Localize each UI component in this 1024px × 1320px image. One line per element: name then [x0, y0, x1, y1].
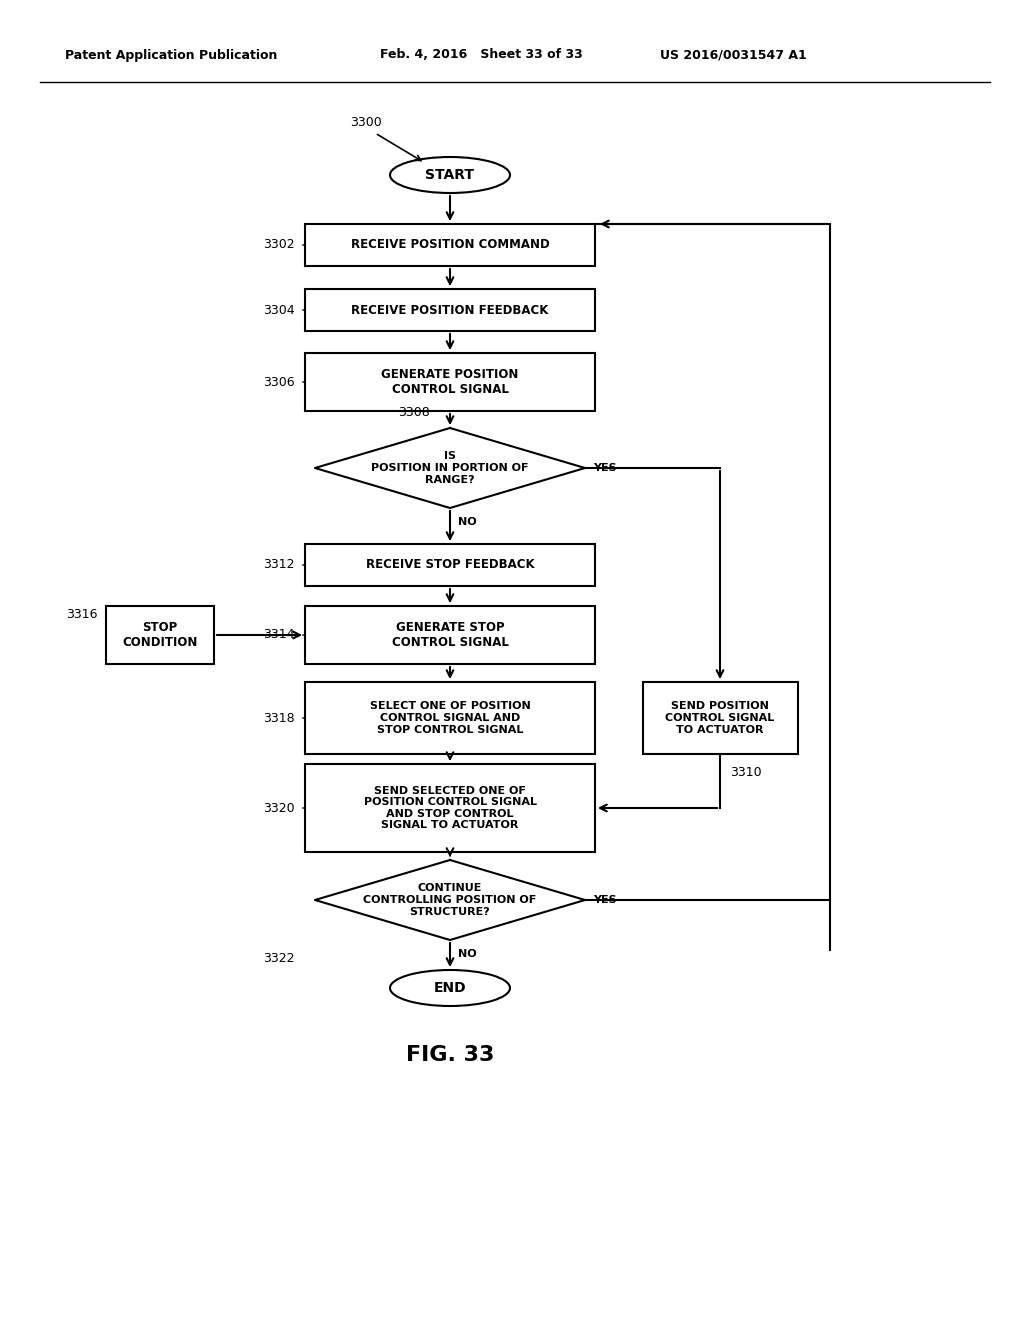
Text: Feb. 4, 2016   Sheet 33 of 33: Feb. 4, 2016 Sheet 33 of 33 [380, 49, 583, 62]
Bar [106, 606, 214, 664]
Ellipse shape [390, 157, 510, 193]
Text: CONTINUE
CONTROLLING POSITION OF
STRUCTURE?: CONTINUE CONTROLLING POSITION OF STRUCTU… [364, 883, 537, 916]
Ellipse shape [390, 970, 510, 1006]
Text: 3312: 3312 [263, 558, 295, 572]
Text: FIG. 33: FIG. 33 [406, 1045, 495, 1065]
Text: START: START [426, 168, 474, 182]
Text: 3322: 3322 [263, 952, 295, 965]
Bar [305, 289, 595, 331]
Text: 3320: 3320 [263, 801, 295, 814]
Text: YES: YES [593, 463, 616, 473]
Bar [305, 352, 595, 411]
Text: SEND POSITION
CONTROL SIGNAL
TO ACTUATOR: SEND POSITION CONTROL SIGNAL TO ACTUATOR [666, 701, 774, 735]
Text: NO: NO [458, 517, 476, 527]
Bar [305, 764, 595, 851]
Text: SELECT ONE OF POSITION
CONTROL SIGNAL AND
STOP CONTROL SIGNAL: SELECT ONE OF POSITION CONTROL SIGNAL AN… [370, 701, 530, 735]
Text: GENERATE POSITION
CONTROL SIGNAL: GENERATE POSITION CONTROL SIGNAL [381, 368, 519, 396]
Text: US 2016/0031547 A1: US 2016/0031547 A1 [660, 49, 807, 62]
Text: 3310: 3310 [730, 766, 762, 779]
Text: 3306: 3306 [263, 375, 295, 388]
Text: 3318: 3318 [263, 711, 295, 725]
Text: NO: NO [458, 949, 476, 960]
Text: RECEIVE STOP FEEDBACK: RECEIVE STOP FEEDBACK [366, 558, 535, 572]
Text: 3314: 3314 [263, 628, 295, 642]
Text: RECEIVE POSITION COMMAND: RECEIVE POSITION COMMAND [350, 239, 549, 252]
Bar [305, 224, 595, 267]
Text: Patent Application Publication: Patent Application Publication [65, 49, 278, 62]
Text: 3308: 3308 [398, 407, 430, 420]
Text: END: END [434, 981, 466, 995]
Text: 3304: 3304 [263, 304, 295, 317]
Bar [305, 682, 595, 754]
Text: YES: YES [593, 895, 616, 906]
Polygon shape [315, 861, 585, 940]
Text: 3300: 3300 [350, 116, 382, 129]
Bar [642, 682, 798, 754]
Text: GENERATE STOP
CONTROL SIGNAL: GENERATE STOP CONTROL SIGNAL [391, 620, 509, 649]
Polygon shape [315, 428, 585, 508]
Bar [305, 606, 595, 664]
Text: RECEIVE POSITION FEEDBACK: RECEIVE POSITION FEEDBACK [351, 304, 549, 317]
Text: 3316: 3316 [67, 609, 98, 622]
Text: SEND SELECTED ONE OF
POSITION CONTROL SIGNAL
AND STOP CONTROL
SIGNAL TO ACTUATOR: SEND SELECTED ONE OF POSITION CONTROL SI… [364, 785, 537, 830]
Text: STOP
CONDITION: STOP CONDITION [122, 620, 198, 649]
Bar [305, 544, 595, 586]
Text: IS
POSITION IN PORTION OF
RANGE?: IS POSITION IN PORTION OF RANGE? [372, 451, 528, 484]
Text: 3302: 3302 [263, 239, 295, 252]
